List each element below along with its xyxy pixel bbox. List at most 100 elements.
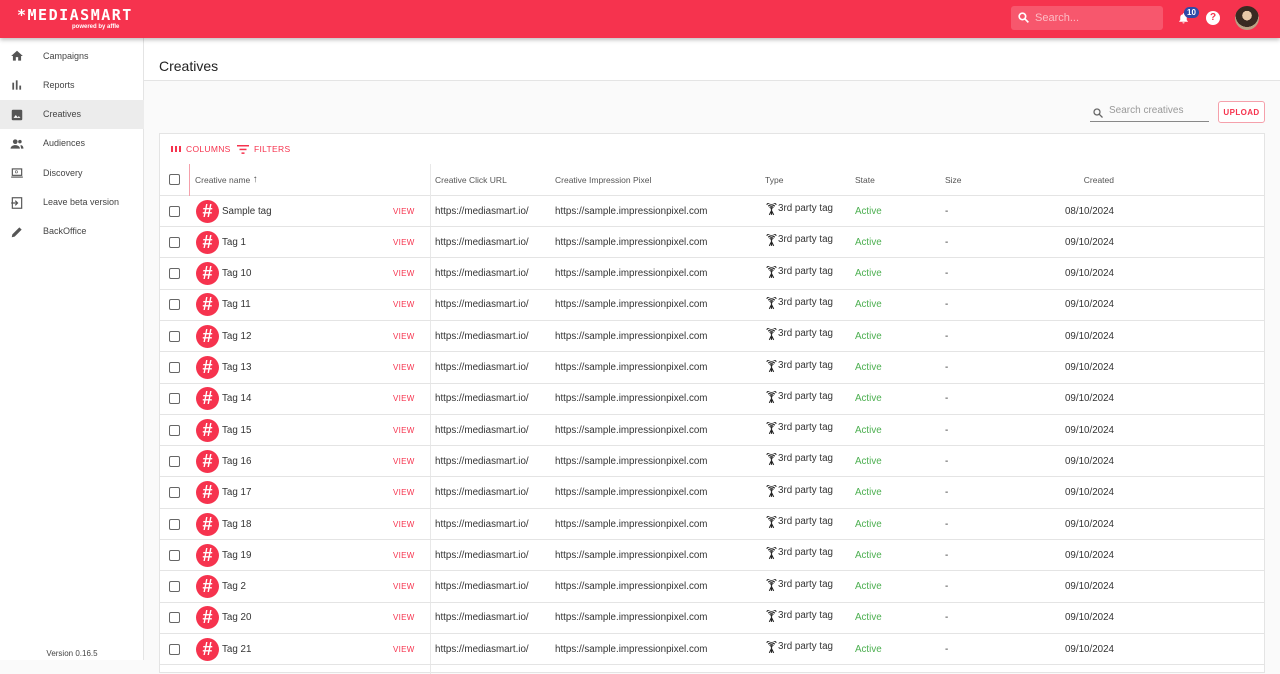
view-link[interactable]: VIEW xyxy=(393,237,415,247)
tag-avatar-icon: # xyxy=(196,356,219,379)
creative-size: - xyxy=(945,643,949,655)
table-row[interactable]: # Tag 18 VIEW https://mediasmart.io/ http… xyxy=(160,509,1264,540)
search-creatives-input[interactable] xyxy=(1109,105,1207,116)
row-checkbox[interactable] xyxy=(169,299,180,311)
state-badge: Active xyxy=(855,268,882,280)
click-url: https://mediasmart.io/ xyxy=(435,236,529,248)
view-link[interactable]: VIEW xyxy=(393,550,415,560)
page-title: Creatives xyxy=(159,58,219,74)
table-row[interactable]: # Tag 16 VIEW https://mediasmart.io/ http… xyxy=(160,446,1264,478)
table-row[interactable]: # Tag 20 VIEW https://mediasmart.io/ http… xyxy=(160,603,1264,634)
table-row[interactable]: # Tag 15 VIEW https://mediasmart.io/ http… xyxy=(160,415,1264,447)
row-checkbox[interactable] xyxy=(169,236,180,248)
view-link[interactable]: VIEW xyxy=(393,425,415,435)
help-icon[interactable]: ? xyxy=(1206,11,1220,25)
view-link[interactable]: VIEW xyxy=(393,331,415,341)
creative-name: Tag 15 xyxy=(222,424,252,436)
created-date: 09/10/2024 xyxy=(1064,236,1114,248)
table-row[interactable]: # Tag 11 VIEW https://mediasmart.io/ http… xyxy=(160,290,1264,321)
header-impression-pixel[interactable]: Creative Impression Pixel xyxy=(555,174,652,185)
antenna-icon xyxy=(766,422,777,435)
creative-size: - xyxy=(945,330,949,342)
table-row[interactable]: # Tag 17 VIEW https://mediasmart.io/ http… xyxy=(160,478,1264,509)
global-search-input[interactable] xyxy=(1035,6,1159,30)
sidebar-item-leave-beta-version[interactable]: Leave beta version xyxy=(0,188,144,217)
avatar[interactable] xyxy=(1235,6,1259,30)
select-all-checkbox[interactable] xyxy=(169,174,180,185)
table-row[interactable]: # Sample tag VIEW https://mediasmart.io/ … xyxy=(160,196,1264,227)
table-row[interactable]: # Tag 2 VIEW https://mediasmart.io/ https… xyxy=(160,572,1264,603)
impression-pixel: https://sample.impressionpixel.com xyxy=(555,236,708,248)
view-link[interactable]: VIEW xyxy=(393,269,415,279)
click-url: https://mediasmart.io/ xyxy=(435,581,529,593)
creative-name: Tag 17 xyxy=(222,487,252,499)
view-link[interactable]: VIEW xyxy=(393,300,415,310)
search-icon xyxy=(1018,12,1029,23)
view-link[interactable]: VIEW xyxy=(393,582,415,592)
creative-type: 3rd party tag xyxy=(778,234,834,246)
impression-pixel: https://sample.impressionpixel.com xyxy=(555,205,708,217)
row-checkbox[interactable] xyxy=(169,581,180,593)
view-link[interactable]: VIEW xyxy=(393,456,415,466)
sidebar-item-label: Reports xyxy=(43,79,75,90)
creative-name: Tag 13 xyxy=(222,362,252,373)
view-link[interactable]: VIEW xyxy=(393,644,415,654)
row-checkbox[interactable] xyxy=(169,612,180,624)
impression-pixel: https://sample.impressionpixel.com xyxy=(555,518,708,530)
tag-avatar-icon: # xyxy=(196,637,219,661)
header-created[interactable]: Created xyxy=(1083,174,1114,185)
sidebar-item-reports[interactable]: Reports xyxy=(0,70,144,99)
table-row[interactable]: # Tag 14 VIEW https://mediasmart.io/ http… xyxy=(160,384,1264,415)
row-checkbox[interactable] xyxy=(169,643,180,655)
row-checkbox[interactable] xyxy=(169,455,180,467)
row-checkbox[interactable] xyxy=(169,518,180,530)
row-checkbox[interactable] xyxy=(169,362,180,373)
header-click-url[interactable]: Creative Click URL xyxy=(435,174,507,185)
row-checkbox[interactable] xyxy=(169,205,180,217)
row-checkbox[interactable] xyxy=(169,549,180,561)
antenna-icon xyxy=(766,203,777,216)
sidebar-item-audiences[interactable]: Audiences xyxy=(0,129,144,158)
table-row[interactable]: # Tag 1 VIEW https://mediasmart.io/ https… xyxy=(160,227,1264,259)
row-checkbox[interactable] xyxy=(169,393,180,405)
row-checkbox[interactable] xyxy=(169,424,180,436)
sort-ascending-icon: ↑ xyxy=(252,174,258,185)
creative-name: Tag 1 xyxy=(222,236,246,248)
row-checkbox[interactable] xyxy=(169,268,180,280)
state-badge: Active xyxy=(855,330,882,342)
header-name[interactable]: Creative name ↑ xyxy=(195,174,258,185)
creative-name: Sample tag xyxy=(222,205,272,217)
view-link[interactable]: VIEW xyxy=(393,394,415,404)
header-state[interactable]: State xyxy=(855,174,875,185)
sidebar-item-backoffice[interactable]: BackOffice xyxy=(0,217,144,246)
sidebar-item-label: Audiences xyxy=(43,138,86,149)
row-checkbox[interactable] xyxy=(169,330,180,342)
row-checkbox[interactable] xyxy=(169,487,180,499)
creative-type: 3rd party tag xyxy=(778,265,834,277)
header-size[interactable]: Size xyxy=(945,174,962,185)
table-row[interactable]: # Tag 12 VIEW https://mediasmart.io/ http… xyxy=(160,321,1264,353)
upload-button[interactable]: UPLOAD xyxy=(1218,101,1265,123)
table-row[interactable]: # Tag 13 VIEW https://mediasmart.io/ http… xyxy=(160,353,1264,384)
view-link[interactable]: VIEW xyxy=(393,613,415,623)
table-row[interactable]: # Tag 10 VIEW https://mediasmart.io/ http… xyxy=(160,259,1264,290)
table-row[interactable]: # Tag 21 VIEW https://mediasmart.io/ http… xyxy=(160,634,1264,666)
antenna-icon xyxy=(766,484,777,497)
sidebar-item-creatives[interactable]: Creatives xyxy=(0,99,144,129)
logo[interactable]: *MEDIASMART powered by affle xyxy=(17,6,133,30)
table-row[interactable]: # Tag 19 VIEW https://mediasmart.io/ http… xyxy=(160,540,1264,572)
creative-type: 3rd party tag xyxy=(778,359,834,371)
filters-button[interactable]: FILTERS xyxy=(237,144,290,154)
view-link[interactable]: VIEW xyxy=(393,206,415,216)
created-date: 09/10/2024 xyxy=(1064,549,1114,561)
sidebar-item-discovery[interactable]: Discovery xyxy=(0,158,144,187)
columns-button[interactable]: COLUMNS xyxy=(171,144,231,154)
impression-pixel: https://sample.impressionpixel.com xyxy=(555,362,708,373)
view-link[interactable]: VIEW xyxy=(393,519,415,529)
columns-label: COLUMNS xyxy=(186,144,231,154)
view-link[interactable]: VIEW xyxy=(393,488,415,498)
antenna-icon xyxy=(766,516,777,529)
header-type[interactable]: Type xyxy=(765,174,784,185)
sidebar-item-campaigns[interactable]: Campaigns xyxy=(0,41,144,70)
view-link[interactable]: VIEW xyxy=(393,363,415,372)
